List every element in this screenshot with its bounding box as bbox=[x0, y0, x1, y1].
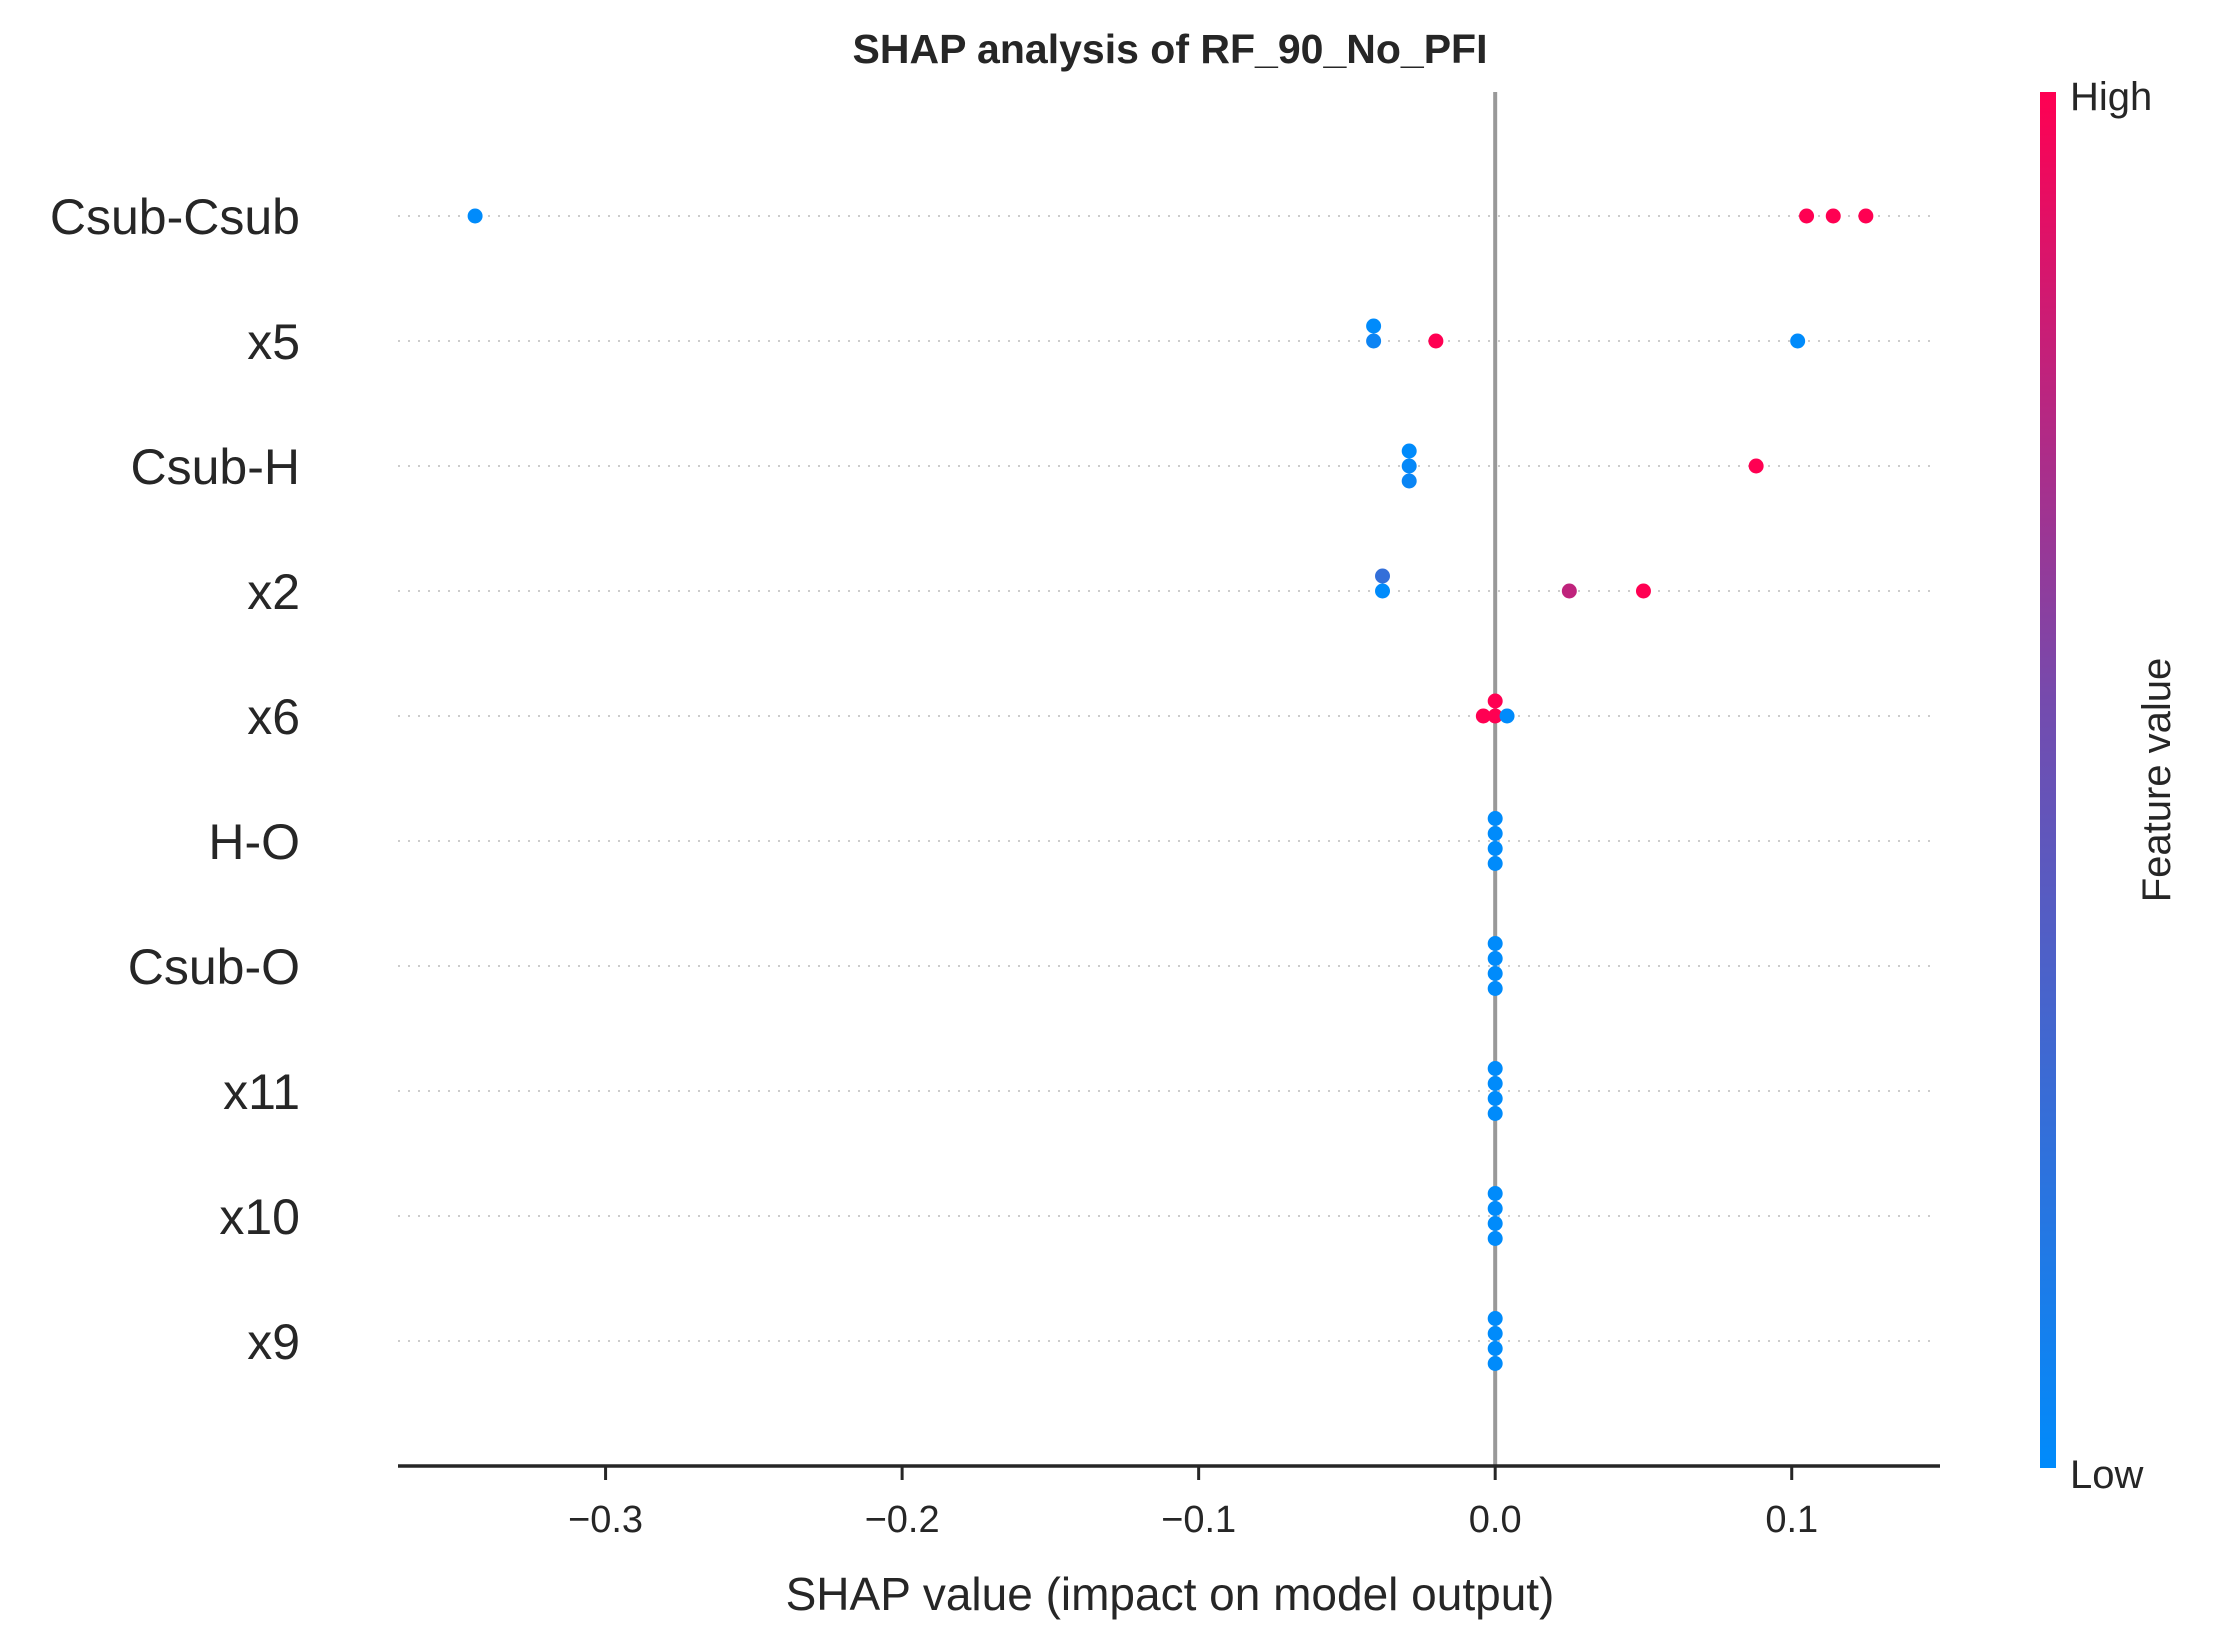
feature-label: Csub-O bbox=[128, 939, 300, 995]
feature-label: x11 bbox=[223, 1064, 300, 1120]
shap-point bbox=[1487, 966, 1503, 981]
shap-point bbox=[1428, 333, 1444, 349]
shap-point bbox=[1401, 473, 1417, 489]
shap-point bbox=[1487, 951, 1503, 966]
data-points bbox=[467, 208, 1874, 1371]
shap-point bbox=[1487, 1106, 1503, 1121]
shap-point bbox=[1487, 811, 1503, 826]
shap-point bbox=[1487, 1076, 1503, 1091]
feature-labels: Csub-Csub x5 Csub-H x2 x6 H-O Csub-O x11 x10 x9 bbox=[50, 189, 300, 1370]
shap-point bbox=[1487, 936, 1503, 951]
feature-label: Csub-Csub bbox=[50, 189, 300, 245]
shap-point bbox=[1487, 1061, 1503, 1076]
colorbar bbox=[2040, 92, 2056, 1468]
feature-label: x6 bbox=[247, 689, 300, 745]
shap-point bbox=[1790, 333, 1806, 349]
feature-label: x9 bbox=[247, 1314, 300, 1370]
shap-point bbox=[1748, 458, 1764, 474]
feature-label: Csub-H bbox=[131, 439, 300, 495]
x-tick-label: 0.0 bbox=[1469, 1499, 1522, 1541]
shap-point bbox=[1475, 708, 1491, 724]
shap-point bbox=[1366, 318, 1382, 334]
colorbar-low-label: Low bbox=[2070, 1453, 2143, 1497]
x-axis-label: SHAP value (impact on model output) bbox=[786, 1568, 1555, 1620]
feature-label: x5 bbox=[247, 314, 300, 370]
shap-point bbox=[1799, 208, 1815, 224]
x-ticks: −0.3 −0.2 −0.1 0.0 0.1 bbox=[568, 1466, 1818, 1541]
shap-point bbox=[1366, 333, 1382, 349]
shap-point bbox=[1487, 1326, 1503, 1341]
shap-point bbox=[1561, 583, 1577, 599]
shap-point bbox=[1487, 1311, 1503, 1326]
shap-point bbox=[1375, 568, 1391, 584]
shap-point bbox=[1487, 1201, 1503, 1216]
shap-point bbox=[1401, 458, 1417, 474]
row-guides bbox=[398, 215, 1935, 1342]
x-tick-label: −0.3 bbox=[568, 1499, 643, 1541]
x-tick-label: −0.2 bbox=[865, 1499, 940, 1541]
feature-label: x10 bbox=[219, 1189, 300, 1245]
shap-point bbox=[467, 208, 483, 224]
shap-point bbox=[1487, 1231, 1503, 1246]
shap-point bbox=[1487, 1216, 1503, 1231]
shap-point bbox=[1635, 583, 1651, 599]
shap-point bbox=[1487, 981, 1503, 996]
shap-point bbox=[1858, 208, 1874, 224]
colorbar-title: Feature value bbox=[2135, 658, 2179, 903]
x-tick-label: 0.1 bbox=[1765, 1499, 1818, 1541]
shap-point bbox=[1487, 1341, 1503, 1356]
shap-point bbox=[1487, 1091, 1503, 1106]
shap-point bbox=[1487, 856, 1503, 871]
x-tick-label: −0.1 bbox=[1161, 1499, 1236, 1541]
shap-point bbox=[1487, 826, 1503, 841]
shap-point bbox=[1487, 708, 1503, 724]
shap-point bbox=[1487, 1356, 1503, 1371]
shap-point bbox=[1375, 583, 1391, 599]
shap-point bbox=[1825, 208, 1841, 224]
shap-point bbox=[1499, 708, 1515, 724]
shap-point bbox=[1487, 1186, 1503, 1201]
colorbar-high-label: High bbox=[2070, 75, 2152, 119]
shap-point bbox=[1487, 841, 1503, 856]
feature-label: H-O bbox=[208, 814, 300, 870]
shap-point bbox=[1401, 443, 1417, 459]
shap-point bbox=[1487, 693, 1503, 709]
feature-label: x2 bbox=[247, 564, 300, 620]
chart-title: SHAP analysis of RF_90_No_PFI bbox=[853, 26, 1488, 72]
